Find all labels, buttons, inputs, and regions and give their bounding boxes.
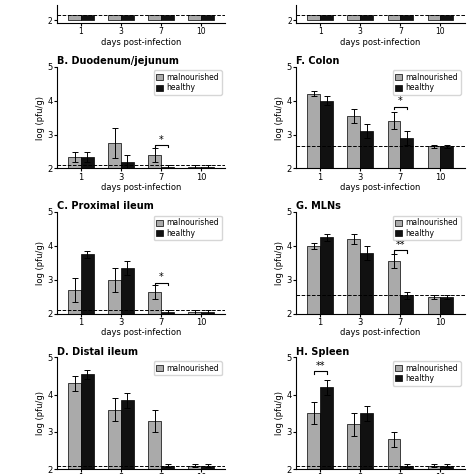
Bar: [440, 297, 453, 314]
Bar: [307, 413, 320, 469]
Bar: [388, 121, 401, 168]
Bar: [161, 312, 174, 314]
Y-axis label: log (pfu/g): log (pfu/g): [36, 96, 45, 139]
Text: **: **: [396, 240, 405, 250]
Bar: [148, 292, 161, 314]
Bar: [401, 295, 413, 314]
Bar: [440, 465, 453, 469]
Text: G. MLNs: G. MLNs: [296, 201, 341, 211]
Bar: [81, 15, 94, 20]
Bar: [428, 146, 440, 168]
X-axis label: days post-infection: days post-infection: [340, 328, 420, 337]
Bar: [189, 167, 201, 168]
Text: B. Duodenum/jejunum: B. Duodenum/jejunum: [57, 56, 179, 66]
Bar: [161, 167, 174, 168]
Bar: [189, 465, 201, 469]
Bar: [189, 15, 201, 20]
X-axis label: days post-infection: days post-infection: [101, 37, 181, 46]
Bar: [347, 116, 360, 168]
Bar: [320, 100, 333, 168]
Bar: [108, 410, 121, 469]
Bar: [161, 15, 174, 20]
Y-axis label: log (pfu/g): log (pfu/g): [275, 96, 284, 139]
Bar: [388, 439, 401, 469]
Text: *: *: [159, 272, 164, 282]
X-axis label: days post-infection: days post-infection: [340, 37, 420, 46]
Legend: malnourished, healthy: malnourished, healthy: [393, 216, 461, 240]
Text: H. Spleen: H. Spleen: [296, 346, 349, 356]
Bar: [440, 15, 453, 20]
Bar: [401, 465, 413, 469]
Bar: [81, 156, 94, 168]
Bar: [121, 162, 134, 168]
Bar: [320, 387, 333, 469]
Y-axis label: log (pfu/g): log (pfu/g): [36, 391, 45, 435]
Bar: [360, 253, 373, 314]
Bar: [360, 131, 373, 168]
Bar: [148, 15, 161, 20]
Bar: [388, 261, 401, 314]
Bar: [428, 297, 440, 314]
Legend: malnourished: malnourished: [154, 361, 221, 375]
Bar: [108, 15, 121, 20]
Bar: [148, 155, 161, 168]
Bar: [148, 421, 161, 469]
Bar: [401, 138, 413, 168]
Bar: [81, 374, 94, 469]
Bar: [121, 400, 134, 469]
Text: F. Colon: F. Colon: [296, 56, 339, 66]
Bar: [68, 383, 81, 469]
Bar: [320, 237, 333, 314]
Bar: [307, 246, 320, 314]
Legend: malnourished, healthy: malnourished, healthy: [154, 70, 221, 95]
Legend: malnourished, healthy: malnourished, healthy: [393, 361, 461, 386]
Bar: [121, 268, 134, 314]
Bar: [307, 15, 320, 20]
Bar: [68, 290, 81, 314]
Legend: malnourished, healthy: malnourished, healthy: [393, 70, 461, 95]
Bar: [320, 15, 333, 20]
Y-axis label: log (pfu/g): log (pfu/g): [36, 241, 45, 285]
Bar: [388, 15, 401, 20]
Bar: [81, 255, 94, 314]
Y-axis label: log (pfu/g): log (pfu/g): [275, 391, 284, 435]
Text: **: **: [315, 361, 325, 371]
Text: C. Proximal ileum: C. Proximal ileum: [57, 201, 154, 211]
Bar: [347, 425, 360, 469]
Bar: [108, 143, 121, 168]
Legend: malnourished, healthy: malnourished, healthy: [154, 216, 221, 240]
Bar: [440, 146, 453, 168]
Bar: [68, 15, 81, 20]
Bar: [121, 15, 134, 20]
Bar: [360, 413, 373, 469]
Bar: [347, 239, 360, 314]
Bar: [201, 167, 214, 168]
Bar: [347, 15, 360, 20]
Bar: [161, 465, 174, 469]
Bar: [201, 312, 214, 314]
X-axis label: days post-infection: days post-infection: [101, 328, 181, 337]
Bar: [189, 312, 201, 314]
Bar: [360, 15, 373, 20]
Bar: [428, 15, 440, 20]
X-axis label: days post-infection: days post-infection: [101, 183, 181, 192]
Text: D. Distal ileum: D. Distal ileum: [57, 346, 138, 356]
Text: *: *: [398, 96, 403, 106]
Bar: [428, 465, 440, 469]
Bar: [201, 465, 214, 469]
Bar: [201, 15, 214, 20]
Text: *: *: [159, 135, 164, 145]
Bar: [68, 156, 81, 168]
Y-axis label: log (pfu/g): log (pfu/g): [275, 241, 284, 285]
Bar: [401, 15, 413, 20]
Bar: [108, 280, 121, 314]
Bar: [307, 94, 320, 168]
X-axis label: days post-infection: days post-infection: [340, 183, 420, 192]
